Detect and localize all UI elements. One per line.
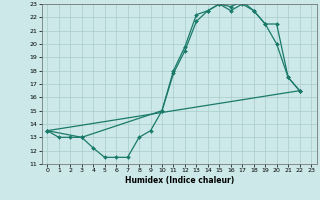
X-axis label: Humidex (Indice chaleur): Humidex (Indice chaleur) xyxy=(124,176,234,185)
